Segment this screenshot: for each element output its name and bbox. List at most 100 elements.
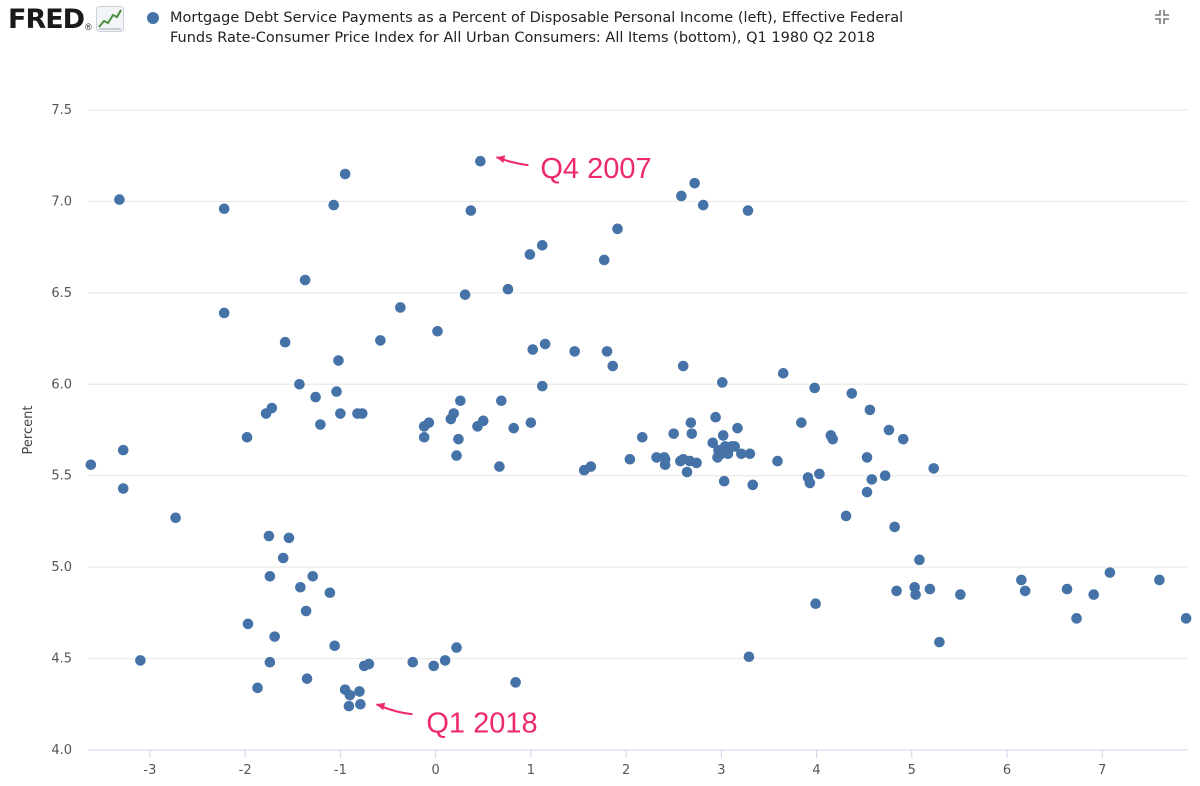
data-point: [264, 570, 276, 582]
data-point: [299, 274, 311, 286]
data-point: [689, 177, 700, 189]
chart-title: Mortgage Debt Service Payments as a Perc…: [170, 10, 904, 46]
data-point: [114, 194, 125, 205]
data-point: [354, 686, 365, 697]
grid-lines: [88, 109, 1188, 751]
data-point: [310, 391, 321, 403]
data-point: [883, 424, 895, 436]
data-point: [707, 437, 719, 449]
y-tick-label: 6.0: [51, 377, 72, 392]
data-point: [277, 552, 289, 564]
data-point: [1061, 583, 1073, 595]
fred-logo[interactable]: FRED ®: [8, 2, 124, 36]
y-tick-label: 4.5: [51, 652, 72, 667]
data-point: [796, 417, 807, 428]
data-point: [496, 395, 507, 407]
data-point: [333, 355, 344, 366]
x-tick-label: 7: [1098, 763, 1106, 778]
chart-title-block: Mortgage Debt Service Payments as a Perc…: [147, 8, 928, 48]
data-point: [356, 408, 368, 419]
data-point: [395, 302, 406, 313]
data-point: [814, 468, 825, 480]
data-point: [691, 457, 702, 469]
data-point: [117, 483, 129, 494]
data-point: [135, 655, 146, 666]
annotation-label: Q4 2007: [540, 153, 651, 185]
data-point: [263, 530, 275, 542]
data-point: [527, 344, 539, 355]
data-point: [451, 450, 462, 461]
data-point: [681, 466, 693, 478]
data-point: [809, 382, 820, 394]
data-point: [241, 432, 253, 443]
data-point: [636, 432, 648, 443]
data-point: [218, 307, 230, 319]
data-point: [729, 441, 740, 452]
data-point: [914, 554, 925, 566]
data-point: [307, 570, 319, 582]
y-tick-label: 7.5: [51, 103, 72, 118]
data-point: [459, 289, 471, 300]
y-tick-label: 6.5: [51, 286, 72, 301]
data-point: [329, 640, 340, 652]
data-point: [301, 673, 313, 684]
data-point: [1016, 574, 1027, 586]
data-point: [651, 452, 662, 463]
data-point: [428, 660, 440, 672]
data-point: [324, 587, 336, 599]
data-point: [607, 360, 619, 372]
data-point: [668, 428, 680, 439]
data-point: [448, 408, 460, 419]
x-tick-label: 5: [908, 763, 916, 778]
data-point: [732, 422, 743, 434]
data-point: [539, 338, 551, 350]
data-point: [451, 642, 462, 653]
data-point: [335, 408, 346, 419]
data-point: [375, 335, 386, 346]
data-point: [477, 415, 489, 427]
data-point: [861, 486, 873, 498]
data-point: [827, 433, 839, 445]
data-point: [846, 388, 858, 399]
data-point: [1088, 589, 1100, 600]
data-point: [810, 598, 821, 610]
data-point: [743, 651, 755, 663]
x-tick-label: -1: [334, 763, 347, 778]
y-tick-label: 5.0: [51, 560, 72, 575]
data-point: [295, 581, 306, 593]
data-point: [744, 448, 756, 460]
data-point: [601, 346, 613, 357]
data-point: [879, 470, 891, 482]
data-point: [612, 223, 623, 235]
data-point: [264, 656, 276, 668]
data-point: [866, 474, 878, 485]
data-point: [736, 448, 747, 460]
data-point: [315, 419, 326, 430]
data-point: [117, 444, 129, 456]
data-point: [465, 205, 477, 216]
x-tick-label: 0: [431, 763, 439, 778]
data-point: [659, 459, 671, 471]
data-point: [598, 254, 610, 266]
data-point: [710, 411, 721, 423]
x-tick-label: -2: [239, 763, 252, 778]
data-point: [897, 433, 909, 445]
data-point: [934, 636, 945, 648]
line-chart-icon: [95, 6, 124, 32]
data-point: [585, 461, 597, 472]
data-point: [1154, 574, 1165, 586]
logo-text: FRED: [8, 3, 85, 35]
x-tick-label: 1: [527, 763, 535, 778]
data-point: [928, 463, 940, 474]
x-tick-label: 2: [622, 763, 630, 778]
axes: 4.0 4.5 5.0 5.5 6.0 6.5 7.0 7.5 -3 -2 -1 0 1 2 3 4 5 6 7: [51, 103, 1106, 778]
data-point: [252, 682, 263, 694]
data-point: [747, 479, 759, 491]
data-point: [510, 677, 521, 688]
data-point: [266, 402, 278, 414]
x-tick-label: 4: [812, 763, 820, 778]
collapse-icon[interactable]: [1153, 8, 1171, 26]
data-point: [864, 404, 876, 416]
data-point: [355, 698, 366, 710]
